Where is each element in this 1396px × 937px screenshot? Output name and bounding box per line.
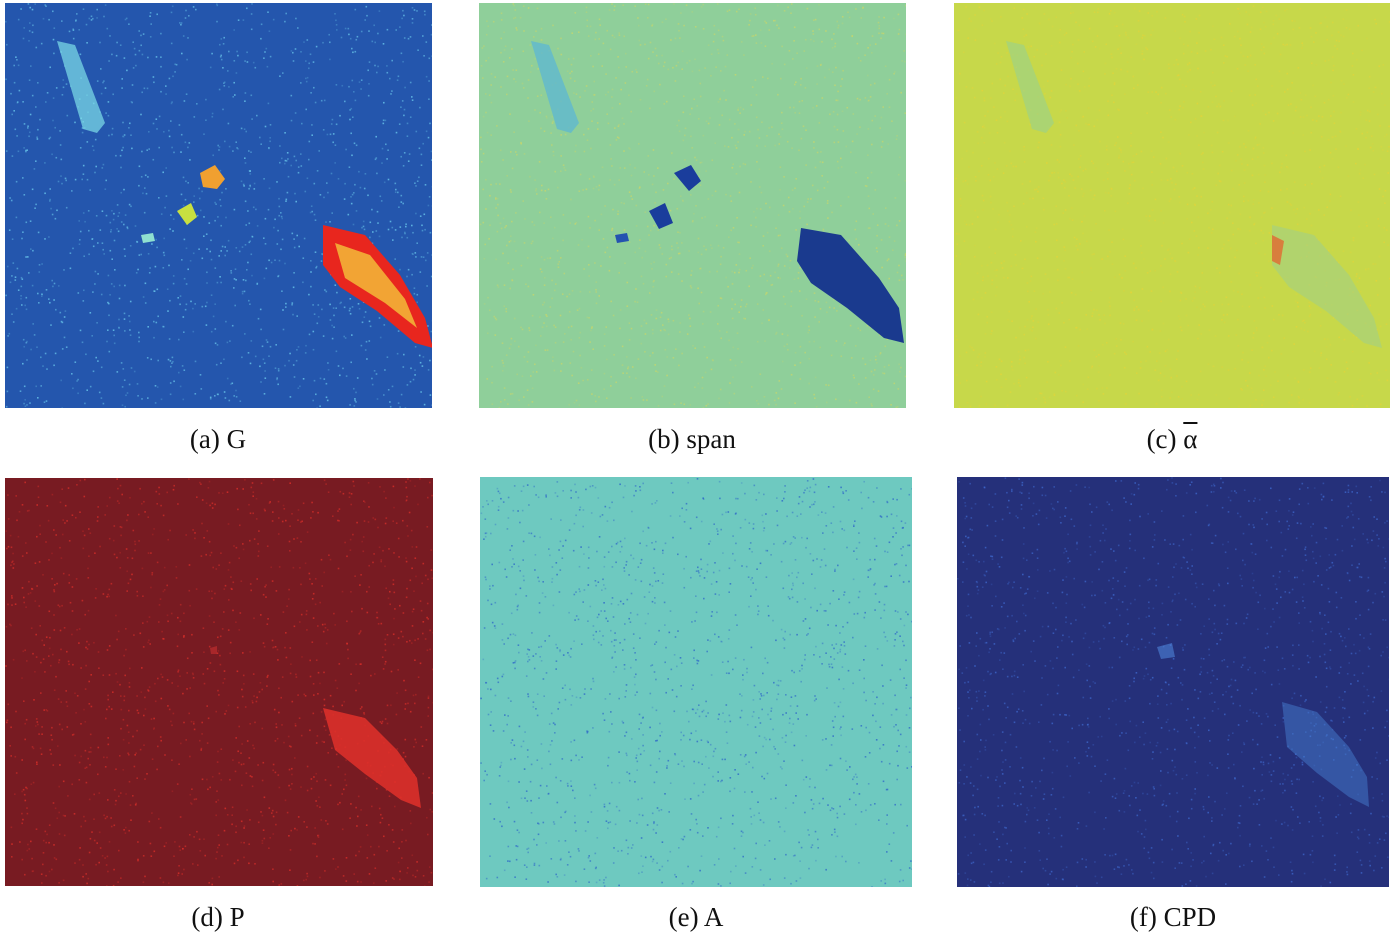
- caption-c: (c) α: [1147, 424, 1198, 455]
- caption-c-prefix: (c): [1146, 424, 1184, 454]
- target-ship: [57, 41, 105, 133]
- caption-e: (e) A: [668, 902, 724, 932]
- image-p-map: [5, 478, 433, 886]
- target-slick-edge: [1272, 235, 1284, 265]
- speckle-texture: [479, 3, 906, 408]
- image-alpha-map: [954, 3, 1390, 408]
- target-fragment: [210, 646, 217, 654]
- target-slick: [797, 228, 904, 343]
- target-slick: [1282, 702, 1369, 807]
- target-ship: [531, 41, 579, 133]
- speckle-texture: [5, 478, 433, 886]
- target-slick-core: [335, 243, 417, 328]
- target-fragment: [649, 203, 673, 229]
- image-cpd-map: [957, 477, 1389, 887]
- speckle-texture: [480, 478, 912, 887]
- target-fragment: [177, 203, 197, 225]
- target-ship: [1006, 41, 1054, 133]
- target-fragment: [1157, 643, 1175, 659]
- image-g-map: [5, 3, 432, 408]
- target-fragment: [674, 165, 701, 191]
- speckle-texture: [957, 477, 1389, 887]
- target-fragment: [615, 233, 629, 243]
- target-fragment: [200, 165, 225, 189]
- caption-a: (a) G: [189, 424, 247, 454]
- caption-f: (f) CPD: [1129, 902, 1217, 932]
- image-span-map: [479, 3, 906, 408]
- target-fragment: [141, 233, 155, 243]
- speckle-texture: [5, 3, 432, 408]
- image-a-map: [480, 477, 912, 887]
- target-slick: [1272, 225, 1382, 348]
- caption-d: (d) P: [191, 902, 245, 932]
- caption-b: (b) span: [648, 424, 736, 454]
- target-slick: [323, 708, 421, 808]
- caption-c-alpha-symbol: α: [1183, 424, 1198, 454]
